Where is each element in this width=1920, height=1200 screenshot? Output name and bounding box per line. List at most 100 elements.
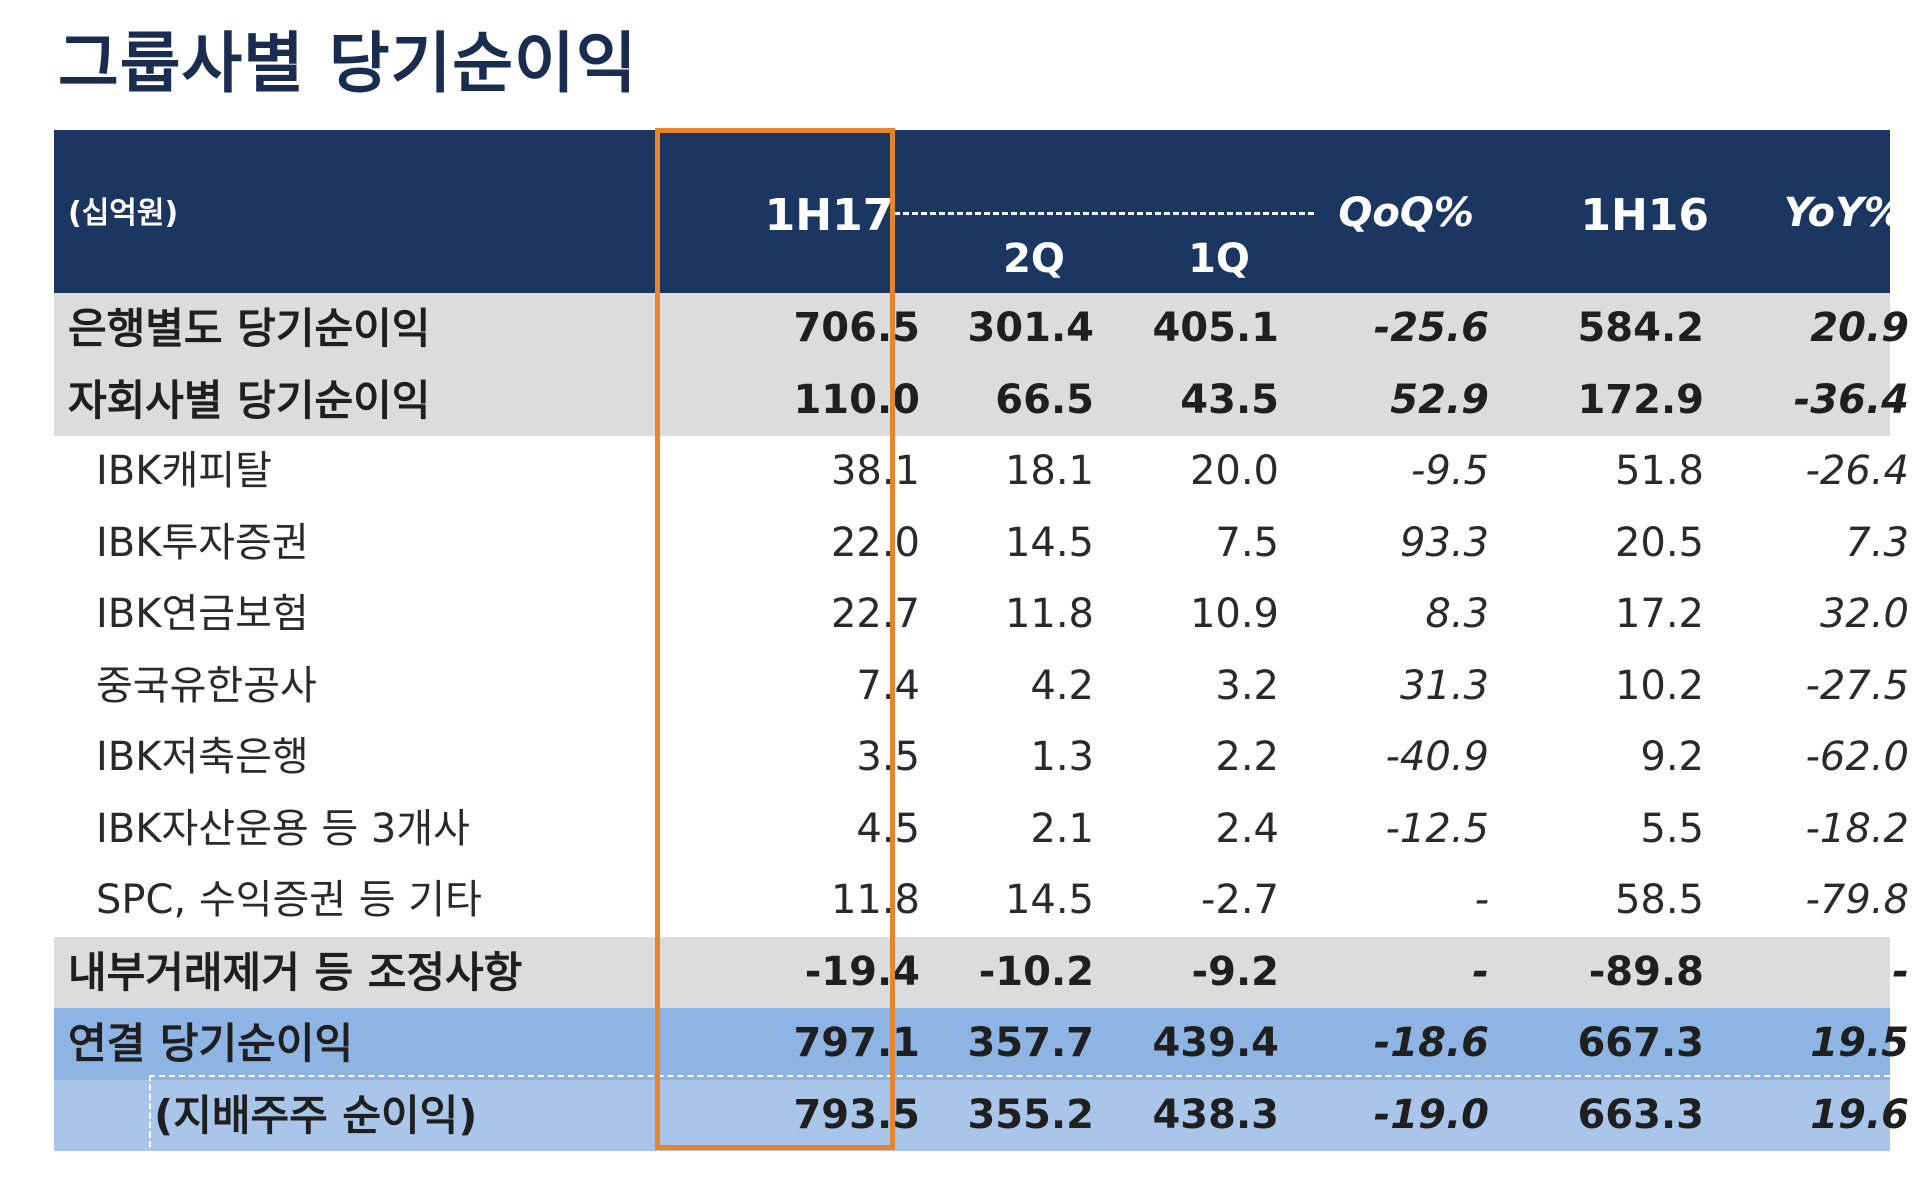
value-1h16: 51.8 — [1614, 448, 1704, 494]
value-1h16: 5.5 — [1640, 805, 1704, 852]
row-label: IBK캐피탈 — [96, 448, 272, 494]
value-yoy: -18.2 — [1805, 805, 1910, 852]
column-header-qoq: QoQ% — [1338, 190, 1474, 236]
row-label: 자회사별 당기순이익 — [68, 375, 431, 425]
value-1h16: 10.2 — [1614, 662, 1704, 709]
column-header-1h17: 1H17 — [764, 190, 894, 241]
value-1h17: 4.5 — [856, 805, 920, 852]
value-1q: 438.3 — [1152, 1091, 1279, 1138]
value-1q: 439.4 — [1152, 1020, 1279, 1066]
value-1h17: 38.1 — [830, 448, 920, 494]
value-1h17: 797.1 — [793, 1020, 920, 1066]
column-header-2q: 2Q — [1003, 236, 1065, 282]
value-2q: 14.5 — [1004, 877, 1094, 923]
table-row: SPC, 수익증권 등 기타 11.8 14.5 -2.7 - 58.5 -79.8 — [54, 865, 1909, 937]
value-1q: -9.2 — [1191, 948, 1279, 995]
value-yoy: 7.3 — [1845, 519, 1909, 566]
value-qoq: -25.6 — [1373, 305, 1489, 351]
dashed-outline — [149, 1074, 1890, 1147]
value-qoq: -40.9 — [1385, 734, 1490, 780]
row-label: 연결 당기순이익 — [68, 1019, 354, 1068]
value-yoy: 20.9 — [1810, 305, 1909, 351]
table-row: (지배주주 순이익) 793.5 355.2 438.3 -19.0 663.3 19.6 — [54, 1074, 1909, 1151]
value-1h16: 584.2 — [1577, 305, 1704, 351]
row-label: 은행별도 당기순이익 — [68, 304, 431, 353]
value-2q: 4.2 — [1030, 662, 1094, 709]
table-row: 은행별도 당기순이익 706.5 301.4 405.1 -25.6 584.2 20.9 — [54, 293, 1909, 365]
value-1q: 20.0 — [1189, 448, 1279, 494]
table-row: 자회사별 당기순이익 110.0 66.5 43.5 52.9 172.9 -36.4 — [54, 364, 1909, 436]
value-1q: -2.7 — [1200, 877, 1279, 923]
value-1h17: 11.8 — [830, 877, 920, 923]
value-2q: 357.7 — [967, 1020, 1094, 1066]
value-qoq: - — [1474, 877, 1489, 923]
value-yoy: 19.6 — [1810, 1091, 1909, 1138]
row-label: IBK저축은행 — [96, 734, 309, 780]
table-row: 중국유한공사 7.4 4.2 3.2 31.3 10.2 -27.5 — [54, 651, 1909, 723]
value-1h17: 110.0 — [793, 376, 920, 423]
value-2q: -10.2 — [978, 948, 1094, 995]
value-1h16: 17.2 — [1614, 591, 1704, 637]
value-1h17: 7.4 — [856, 662, 920, 709]
table-row: IBK캐피탈 38.1 18.1 20.0 -9.5 51.8 -26.4 — [54, 436, 1909, 508]
row-label: 내부거래제거 등 조정사항 — [68, 947, 523, 997]
value-1h16: -89.8 — [1588, 948, 1704, 995]
value-yoy: -79.8 — [1805, 877, 1910, 923]
table-body: 은행별도 당기순이익 706.5 301.4 405.1 -25.6 584.2 20.9 자… — [54, 293, 1909, 1151]
value-1q: 2.2 — [1215, 734, 1279, 780]
table-row: IBK투자증권 22.0 14.5 7.5 93.3 20.5 7.3 — [54, 508, 1909, 580]
quarter-divider — [894, 212, 1314, 215]
value-1h16: 20.5 — [1614, 519, 1704, 566]
value-yoy: -36.4 — [1793, 376, 1909, 423]
value-1h17: 22.0 — [830, 519, 920, 566]
value-yoy: -26.4 — [1805, 448, 1910, 494]
column-header-yoy: YoY% — [1783, 190, 1904, 236]
value-2q: 66.5 — [995, 376, 1094, 423]
value-1q: 405.1 — [1152, 305, 1279, 351]
value-2q: 18.1 — [1004, 448, 1094, 494]
value-1q: 3.2 — [1215, 662, 1279, 709]
value-1h16: 667.3 — [1577, 1020, 1704, 1066]
value-1h17: 22.7 — [830, 591, 920, 637]
value-qoq: -19.0 — [1373, 1091, 1489, 1138]
value-yoy: -62.0 — [1805, 734, 1910, 780]
value-1q: 10.9 — [1189, 591, 1279, 637]
value-qoq: 52.9 — [1390, 376, 1489, 423]
value-1h16: 9.2 — [1640, 734, 1704, 780]
table-row: IBK연금보험 22.7 11.8 10.9 8.3 17.2 32.0 — [54, 579, 1909, 651]
value-2q: 14.5 — [1004, 519, 1094, 566]
row-label: 중국유한공사 — [96, 662, 317, 709]
value-1h17: 793.5 — [793, 1091, 920, 1138]
value-1q: 43.5 — [1180, 376, 1279, 423]
value-qoq: 8.3 — [1425, 591, 1489, 637]
row-label: SPC, 수익증권 등 기타 — [96, 877, 482, 923]
table-row: 내부거래제거 등 조정사항 -19.4 -10.2 -9.2 - -89.8 - — [54, 936, 1909, 1008]
value-1h16: 58.5 — [1614, 877, 1704, 923]
row-label: IBK투자증권 — [96, 519, 309, 566]
table-header: (십억원) 1H17 2Q 1Q QoQ% 1H16 YoY% — [54, 130, 1904, 293]
value-1h17: -19.4 — [804, 948, 920, 995]
value-2q: 1.3 — [1030, 734, 1094, 780]
value-1h17: 706.5 — [793, 305, 920, 351]
table-row: IBK저축은행 3.5 1.3 2.2 -40.9 9.2 -62.0 — [54, 722, 1909, 794]
value-qoq: -9.5 — [1410, 448, 1489, 494]
row-label: (지배주주 순이익) — [154, 1090, 478, 1140]
value-qoq: -18.6 — [1373, 1020, 1489, 1066]
column-header-1h16: 1H16 — [1580, 190, 1709, 241]
value-2q: 11.8 — [1004, 591, 1094, 637]
value-qoq: -12.5 — [1385, 805, 1490, 852]
value-1h17: 3.5 — [856, 734, 920, 780]
row-label: IBK연금보험 — [96, 591, 309, 637]
page-title: 그룹사별 당기순이익 — [58, 25, 638, 102]
column-header-1q: 1Q — [1188, 236, 1250, 282]
value-1q: 2.4 — [1215, 805, 1279, 852]
value-yoy: 19.5 — [1810, 1020, 1909, 1066]
value-yoy: 32.0 — [1819, 591, 1909, 637]
table-row: 연결 당기순이익 797.1 357.7 439.4 -18.6 667.3 19.5 — [54, 1008, 1909, 1080]
value-1h16: 663.3 — [1577, 1091, 1704, 1138]
table-row: IBK자산운용 등 3개사 4.5 2.1 2.4 -12.5 5.5 -18.2 — [54, 794, 1909, 866]
net-income-table: (십억원) 1H17 2Q 1Q QoQ% 1H16 YoY% 은행별도 당기순… — [54, 130, 1909, 1151]
value-qoq: 31.3 — [1399, 662, 1489, 709]
value-2q: 2.1 — [1030, 805, 1094, 852]
value-yoy: -27.5 — [1805, 662, 1910, 709]
